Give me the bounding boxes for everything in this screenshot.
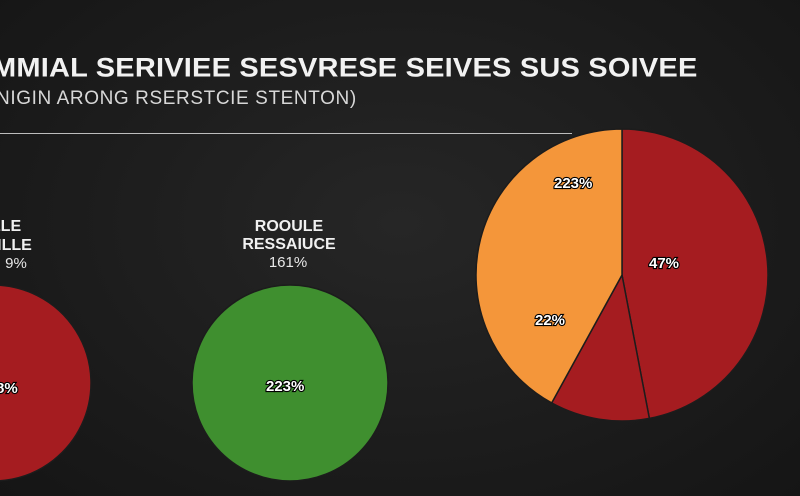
pie-3: 47% 223% 22% <box>475 128 769 422</box>
pie-1-heading-line-1: LLE <box>0 218 21 235</box>
pie-3-slice-2 <box>550 272 651 422</box>
pie-1: LLE JILLE 9% 8% <box>0 218 92 482</box>
pie-3-slice-1 <box>621 128 769 420</box>
pie-3-slice-label-large-red: 47% <box>649 255 679 272</box>
pie-1-slice-label-red: 8% <box>0 380 18 397</box>
pie-2-slice-1 <box>191 284 389 482</box>
page-subtitle: NIGIN ARONG RSERSTCIE STENTON) <box>0 88 357 109</box>
pie-3-slice-label-small-red: 223% <box>554 175 592 192</box>
pie-2-heading-line-1: ROOULE <box>255 218 324 235</box>
pie-1-heading-line-2: JILLE <box>0 237 32 254</box>
pie-2: ROOULE RESSAIUCE 161% 223% <box>191 218 389 482</box>
pie-1-heading-percent: 9% <box>5 255 27 272</box>
title-divider <box>0 133 572 134</box>
page-title: MMIAL SERIVIEE SESVRESE SEIVES SUS SOIVE… <box>0 53 698 83</box>
pie-3-slice-3 <box>475 128 623 404</box>
pie-3-slice-label-orange: 22% <box>535 312 565 329</box>
pie-1-slice-1 <box>0 284 92 482</box>
pie-2-heading-percent: 161% <box>269 254 307 271</box>
pie-2-heading-line-2: RESSAIUCE <box>242 236 336 253</box>
pie-2-slice-label: 223% <box>266 378 304 395</box>
